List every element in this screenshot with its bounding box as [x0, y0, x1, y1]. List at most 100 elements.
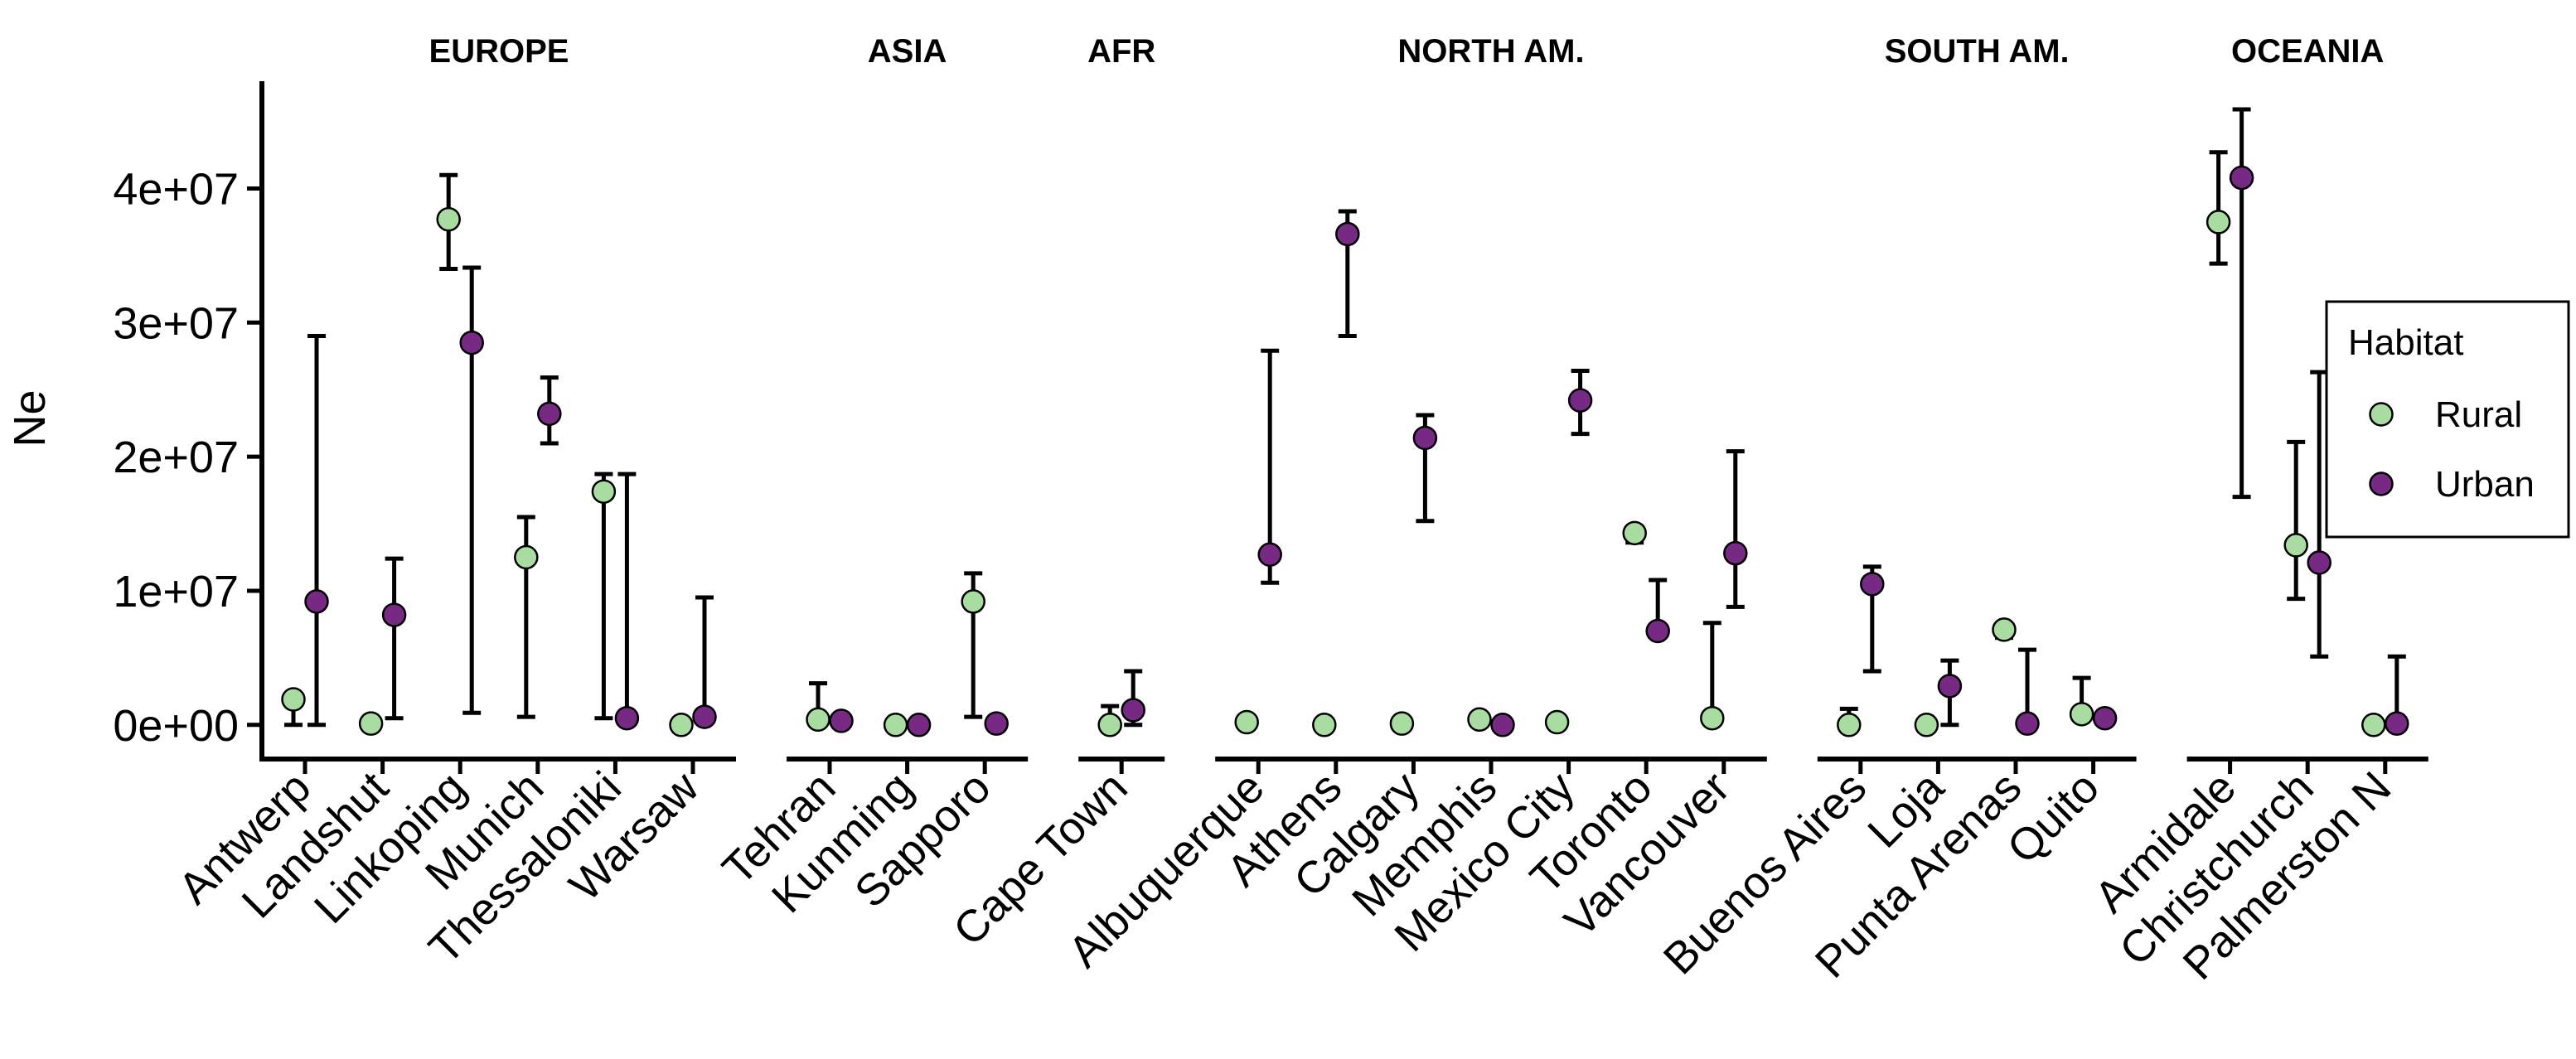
rural-estimate: [281, 687, 306, 728]
urban-estimate: [459, 265, 484, 715]
facet-europe: EUROPEAntwerpLandshutLinkopingMunichThes…: [169, 33, 736, 974]
urban-point: [1723, 540, 1748, 566]
urban-point: [2307, 550, 2331, 575]
urban-estimate: [692, 595, 717, 729]
rural-estimate: [1914, 713, 1939, 737]
legend-key-urban: [2369, 471, 2394, 496]
y-tick-label: 2e+07: [113, 433, 239, 482]
rural-estimate: [591, 471, 617, 721]
facet-title: OCEANIA: [2231, 33, 2384, 70]
urban-estimate: [1121, 669, 1145, 728]
urban-point: [537, 401, 562, 427]
rural-point: [281, 687, 306, 712]
urban-estimate: [537, 375, 562, 446]
rural-point: [358, 711, 384, 736]
rural-point: [1837, 713, 1862, 737]
city-armidale: Armidale: [2085, 107, 2254, 922]
rural-point: [591, 479, 617, 504]
urban-point: [459, 330, 484, 355]
urban-point: [1567, 388, 1593, 413]
urban-point: [2092, 705, 2118, 731]
urban-estimate: [1860, 564, 1885, 674]
facet-title: SOUTH AM.: [1885, 33, 2070, 70]
city-sapporo: Sapporo: [845, 571, 1009, 917]
urban-estimate: [304, 333, 329, 728]
urban-point: [2229, 165, 2254, 191]
urban-estimate: [1412, 413, 1438, 524]
rural-estimate: [358, 711, 384, 736]
rural-estimate: [2206, 150, 2231, 266]
rural-estimate: [669, 713, 694, 737]
urban-point: [2015, 711, 2040, 736]
urban-point: [829, 708, 854, 733]
legend-box: [2325, 300, 2570, 539]
rural-estimate: [1992, 617, 2017, 642]
rural-estimate: [1097, 704, 1122, 737]
rural-point: [436, 206, 461, 232]
urban-estimate: [2229, 107, 2254, 500]
urban-estimate: [1937, 658, 1963, 728]
rural-estimate: [2361, 713, 2386, 737]
rural-point: [2069, 702, 2094, 727]
rural-point: [883, 713, 908, 737]
rural-point: [514, 544, 539, 570]
urban-point: [304, 589, 329, 614]
y-axis: 0e+00 1e+07 2e+07 3e+07 4e+07 Ne: [5, 81, 264, 759]
urban-estimate: [984, 711, 1009, 736]
y-tick-label: 3e+07: [113, 298, 239, 348]
urban-point: [381, 602, 407, 627]
rural-point: [2361, 713, 2386, 737]
rural-estimate: [1234, 709, 1259, 735]
urban-point: [1412, 425, 1438, 451]
urban-point: [1335, 221, 1360, 247]
urban-estimate: [1335, 209, 1360, 338]
rural-point: [806, 707, 830, 733]
rural-point: [1467, 707, 1492, 733]
urban-estimate: [829, 708, 854, 733]
urban-estimate: [1645, 578, 1670, 644]
rural-point: [2206, 210, 2231, 235]
rural-point: [669, 713, 694, 737]
legend-label-rural: Rural: [2435, 394, 2522, 435]
urban-point: [984, 711, 1009, 736]
urban-point: [2385, 711, 2409, 736]
rural-estimate: [961, 571, 985, 719]
rural-estimate: [1389, 711, 1415, 736]
urban-estimate: [614, 471, 640, 731]
rural-point: [1622, 520, 1647, 546]
legend: Habitat Rural Urban: [2325, 300, 2570, 539]
city-quito: Quito: [1997, 675, 2118, 873]
urban-estimate: [906, 713, 932, 737]
rural-estimate: [1467, 707, 1492, 733]
urban-estimate: [2092, 705, 2118, 731]
urban-point: [614, 705, 640, 731]
facet-title: NORTH AM.: [1397, 33, 1584, 70]
rural-estimate: [2283, 439, 2308, 602]
urban-estimate: [1257, 348, 1282, 585]
rural-estimate: [1700, 621, 1725, 731]
urban-point: [1257, 542, 1282, 568]
rural-point: [1544, 709, 1570, 735]
legend-label-urban: Urban: [2435, 464, 2535, 505]
rural-estimate: [806, 681, 830, 733]
urban-point: [1121, 698, 1145, 723]
facets: EUROPEAntwerpLandshutLinkopingMunichThes…: [169, 33, 2428, 989]
urban-estimate: [381, 556, 407, 721]
rural-point: [1234, 709, 1259, 735]
urban-point: [1937, 674, 1963, 699]
urban-point: [1860, 572, 1885, 597]
rural-point: [2283, 533, 2308, 558]
urban-point: [906, 713, 932, 737]
rural-point: [1700, 705, 1725, 731]
x-tick-label: Quito: [1997, 762, 2109, 873]
rural-estimate: [514, 515, 539, 719]
rural-point: [1914, 713, 1939, 737]
y-tick-label: 1e+07: [113, 567, 239, 617]
rural-estimate: [436, 172, 461, 272]
urban-estimate: [1723, 449, 1748, 609]
facet-title: ASIA: [868, 33, 947, 70]
urban-point: [1645, 618, 1670, 644]
rural-estimate: [1544, 709, 1570, 735]
